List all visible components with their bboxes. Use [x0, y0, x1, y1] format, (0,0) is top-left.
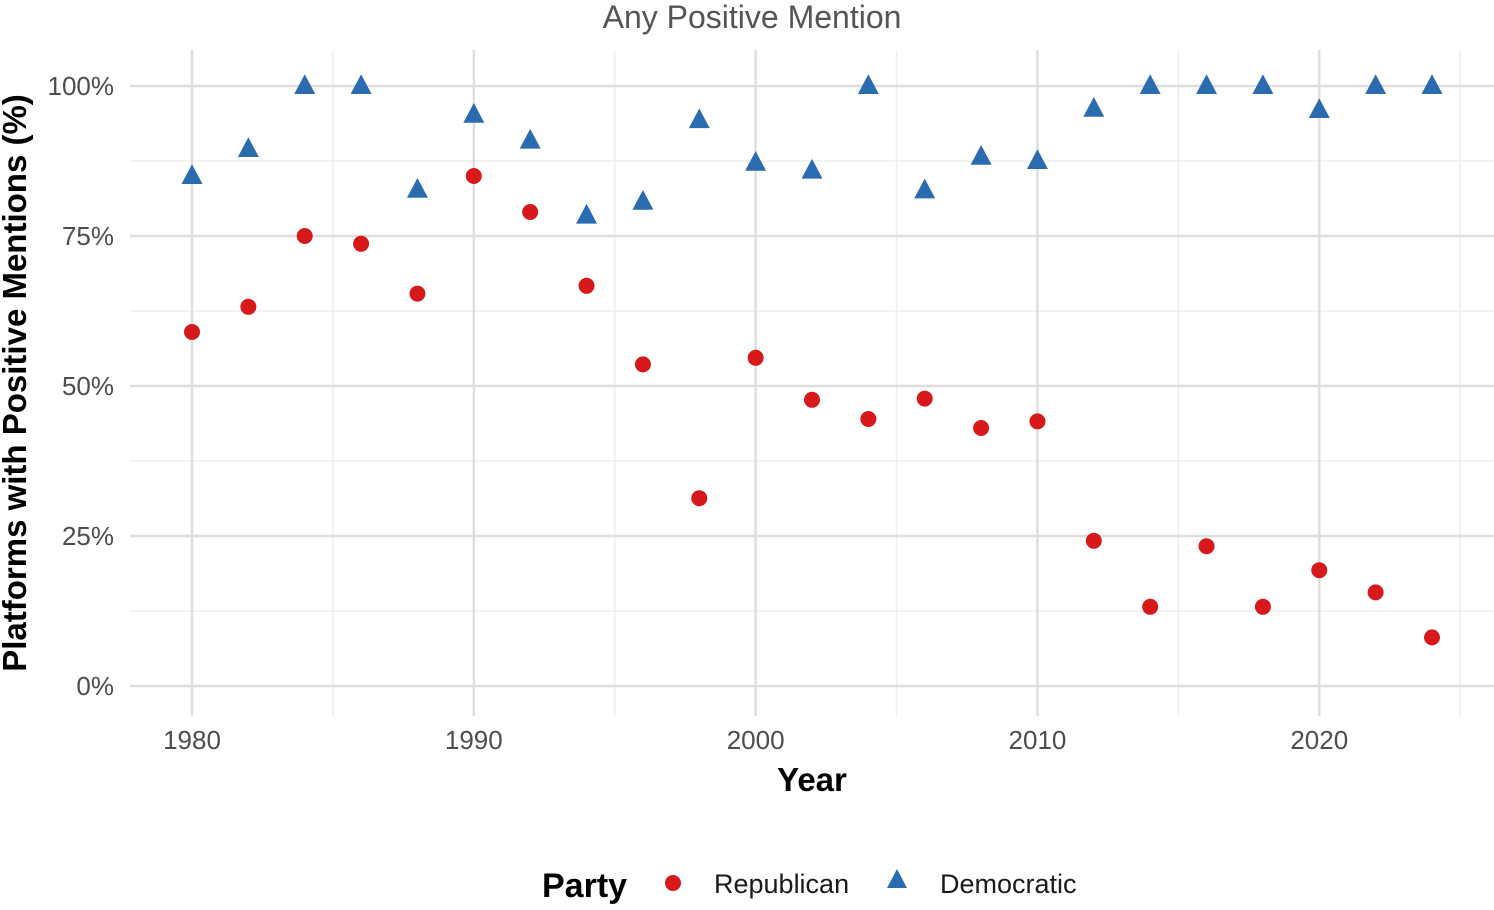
- point-democratic: [1421, 74, 1443, 94]
- point-democratic: [576, 203, 598, 224]
- point-republican: [804, 391, 820, 408]
- point-republican: [916, 390, 933, 407]
- y-tick-label: 50%: [62, 371, 114, 401]
- point-republican: [522, 204, 539, 220]
- point-democratic: [350, 74, 372, 94]
- point-republican: [1198, 538, 1215, 555]
- y-axis-title: Platforms with Positive Mentions (%): [0, 94, 33, 672]
- y-axis-tick-labels: 0% 25% 50% 75% 100%: [48, 71, 115, 701]
- x-axis-tick-labels: 1980 1990 2000 2010 2020: [163, 725, 1348, 755]
- data-points: [181, 74, 1443, 646]
- point-democratic: [1252, 74, 1274, 94]
- point-democratic: [970, 145, 992, 165]
- point-republican: [1085, 532, 1102, 549]
- y-tick-label: 25%: [62, 521, 114, 551]
- point-republican: [1424, 629, 1440, 646]
- point-democratic: [1139, 74, 1161, 94]
- point-democratic: [519, 128, 541, 149]
- legend-title: Party: [542, 867, 627, 905]
- point-democratic: [463, 103, 485, 123]
- point-democratic: [1083, 97, 1105, 117]
- point-democratic: [914, 178, 936, 199]
- point-republican: [353, 235, 370, 252]
- legend-key-republican-circle: [665, 875, 681, 891]
- minor-gridlines: [130, 50, 1494, 716]
- point-republican: [1029, 413, 1046, 430]
- y-tick-label: 0%: [76, 671, 114, 701]
- major-gridlines: [130, 50, 1494, 716]
- point-republican: [634, 356, 651, 373]
- point-democratic: [1196, 74, 1218, 94]
- y-tick-label: 100%: [48, 71, 115, 101]
- chart-title: Any Positive Mention: [603, 0, 902, 35]
- point-republican: [1142, 598, 1159, 615]
- point-democratic: [406, 178, 428, 198]
- x-axis-title: Year: [777, 761, 847, 798]
- point-republican: [240, 298, 257, 315]
- point-democratic: [181, 164, 203, 184]
- point-republican: [1367, 584, 1384, 601]
- x-tick-label: 2020: [1290, 725, 1348, 755]
- point-democratic: [294, 74, 316, 94]
- legend-key-democratic-triangle: [887, 869, 907, 888]
- point-democratic: [237, 137, 259, 157]
- point-republican: [747, 349, 764, 366]
- point-democratic: [1026, 149, 1048, 169]
- point-republican: [409, 285, 426, 302]
- x-tick-label: 2000: [727, 725, 785, 755]
- point-democratic: [801, 158, 823, 179]
- point-republican: [691, 490, 708, 507]
- point-republican: [465, 168, 482, 184]
- point-democratic: [857, 74, 879, 94]
- legend: Party Republican Democratic: [542, 867, 1077, 905]
- x-tick-label: 1990: [445, 725, 503, 755]
- point-democratic: [1365, 74, 1387, 94]
- point-republican: [1311, 562, 1328, 579]
- x-tick-label: 2010: [1009, 725, 1067, 755]
- point-democratic: [632, 190, 654, 210]
- point-republican: [973, 420, 990, 436]
- point-democratic: [745, 151, 767, 171]
- point-democratic: [688, 108, 710, 129]
- point-republican: [184, 324, 200, 340]
- point-republican: [578, 277, 595, 294]
- x-tick-label: 1980: [163, 725, 221, 755]
- point-republican: [296, 228, 313, 244]
- point-republican: [1254, 598, 1271, 615]
- legend-label-republican: Republican: [714, 869, 849, 899]
- point-democratic: [1308, 98, 1330, 118]
- y-tick-label: 75%: [62, 221, 114, 251]
- legend-label-democratic: Democratic: [940, 869, 1077, 899]
- point-republican: [860, 411, 877, 427]
